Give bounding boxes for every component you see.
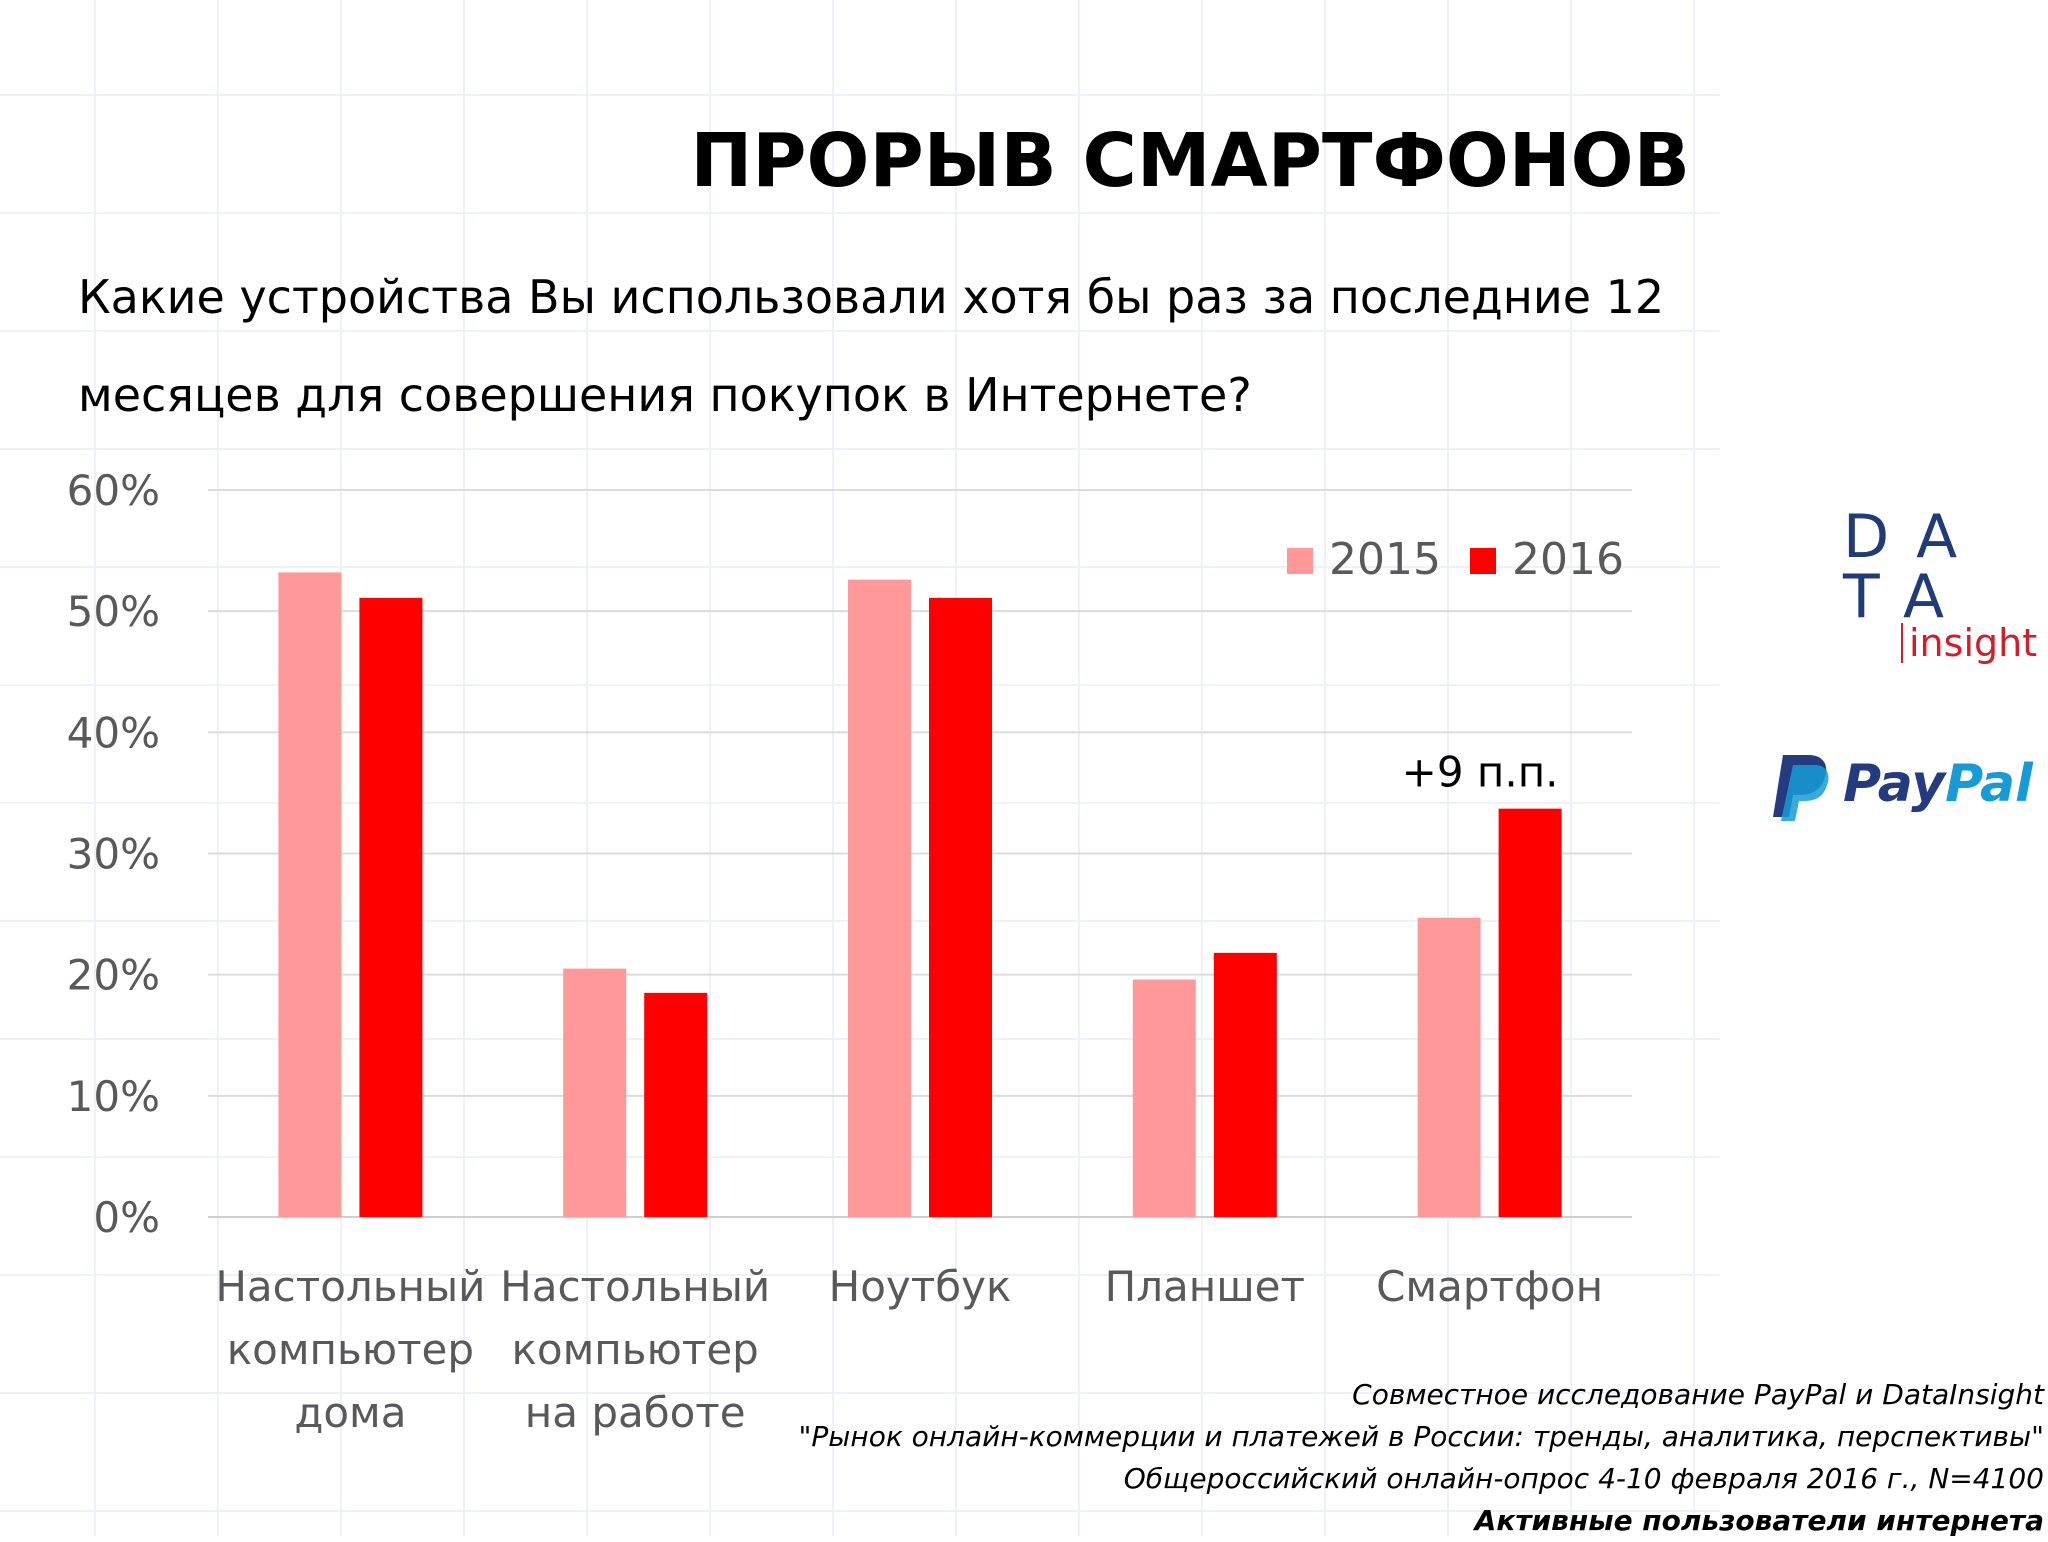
x-category-label: Настольный — [215, 1262, 485, 1311]
bar-2016-0 — [359, 597, 423, 1217]
y-tick-label: 50% — [67, 587, 160, 636]
annotation-label: +9 п.п. — [1402, 748, 1559, 797]
bar-2015-3 — [1132, 979, 1196, 1217]
bar-chart: 0% 10% 20% 30% 40% 50% 60% Настольный компьютер д… — [67, 466, 1632, 1437]
bar-2016-4 — [1498, 808, 1562, 1217]
x-category-label: на работе — [525, 1388, 746, 1437]
legend-swatch-2015 — [1287, 548, 1313, 574]
survey-question: Какие устройства Вы использовали хотя бы… — [78, 270, 1665, 422]
source-line-3: Общероссийский онлайн-опрос 4-10 февраля… — [1123, 1462, 2044, 1495]
datainsight-logo-row2: TA — [1843, 562, 1973, 632]
source-line-2: "Рынок онлайн-коммерции и платежей в Рос… — [798, 1420, 2044, 1453]
y-tick-label: 0% — [93, 1193, 160, 1242]
x-category-label: компьютер — [227, 1325, 474, 1374]
datainsight-logo-sub: insight — [1901, 623, 2037, 663]
bar-2015-1 — [563, 968, 627, 1217]
legend-swatch-2016 — [1470, 548, 1496, 574]
x-category-label: Планшет — [1105, 1262, 1305, 1311]
y-tick-label: 40% — [67, 708, 160, 757]
x-category-label: компьютер — [512, 1325, 759, 1374]
datainsight-logo: DA TA insight — [1835, 495, 2045, 675]
paypal-wordmark-pay: Pay — [1843, 754, 1946, 814]
y-tick-label: 20% — [67, 951, 160, 1000]
x-category-label: Ноутбук — [829, 1262, 1012, 1311]
source-note: Совместное исследование PayPal и DataIns… — [799, 1374, 2044, 1542]
datainsight-logo-row1: DA — [1843, 502, 1986, 572]
source-line-4: Активные пользователи интернета — [1474, 1504, 2044, 1537]
page-title: ПРОРЫВ СМАРТФОНОВ — [690, 118, 1690, 204]
x-category-label: дома — [294, 1388, 406, 1437]
legend-label-2015: 2015 — [1329, 534, 1441, 585]
y-tick-label: 60% — [67, 466, 160, 515]
y-tick-label: 10% — [67, 1072, 160, 1121]
x-category-label: Смартфон — [1376, 1262, 1603, 1311]
paypal-wordmark: PayPal — [1843, 751, 2033, 817]
bar-2016-2 — [929, 597, 992, 1217]
y-tick-label: 30% — [67, 830, 160, 879]
paypal-p-icon — [1773, 755, 1829, 821]
bar-2015-0 — [278, 572, 342, 1217]
bar-2015-4 — [1417, 917, 1481, 1217]
source-line-1: Совместное исследование PayPal и DataIns… — [1352, 1378, 2044, 1411]
bar-2015-2 — [848, 579, 911, 1217]
x-category-label: Настольный — [500, 1262, 770, 1311]
paypal-wordmark-pal: Pal — [1945, 754, 2033, 814]
paypal-logo: PayPal — [1765, 745, 2045, 825]
bar-2016-1 — [644, 992, 708, 1217]
bar-2016-3 — [1213, 952, 1277, 1217]
legend-label-2016: 2016 — [1512, 534, 1624, 585]
